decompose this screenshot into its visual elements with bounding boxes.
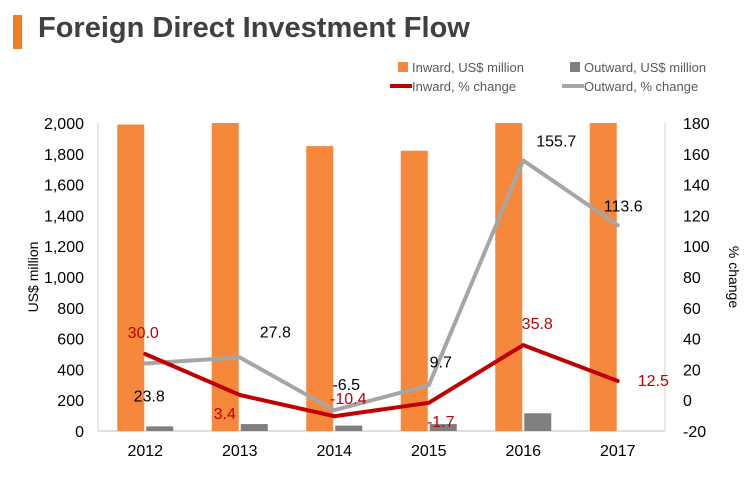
y2-tick-label: 40 bbox=[683, 332, 701, 349]
outward-change-label: 155.7 bbox=[536, 133, 576, 150]
outward-change-label: 9.7 bbox=[430, 354, 452, 371]
y2-tick-label: -20 bbox=[683, 424, 706, 441]
x-tick-label: 2017 bbox=[600, 443, 636, 460]
y-tick-label: 2,000 bbox=[44, 116, 84, 133]
y-tick-label: 0 bbox=[75, 424, 84, 441]
outward-change-label: 23.8 bbox=[134, 389, 165, 406]
y-axis-title: US$ million bbox=[25, 242, 41, 313]
x-tick-label: 2016 bbox=[505, 443, 541, 460]
y2-tick-label: 20 bbox=[683, 362, 701, 379]
y-tick-label: 800 bbox=[57, 301, 84, 318]
y2-axis-title: % change bbox=[726, 246, 742, 308]
legend-label-inward-bar: Inward, US$ million bbox=[412, 60, 524, 75]
inward-change-label: 12.5 bbox=[638, 373, 669, 390]
x-tick-label: 2012 bbox=[127, 443, 163, 460]
outward-change-label: 27.8 bbox=[260, 324, 291, 341]
y2-tick-label: 100 bbox=[683, 239, 710, 256]
outward-bar bbox=[240, 424, 268, 431]
inward-change-line bbox=[143, 343, 620, 419]
legend-swatch-inward-bar bbox=[398, 62, 408, 72]
y-tick-label: 1,200 bbox=[44, 239, 84, 256]
y-tick-label: 1,000 bbox=[44, 270, 84, 287]
y2-tick-label: 160 bbox=[683, 147, 710, 164]
inward-bar bbox=[211, 123, 239, 431]
x-tick-label: 2015 bbox=[411, 443, 447, 460]
outward-change-label: 113.6 bbox=[604, 198, 643, 215]
chart-title: Foreign Direct Investment Flow bbox=[38, 12, 470, 44]
outward-change-label: -6.5 bbox=[332, 377, 360, 394]
inward-change-label: 3.4 bbox=[214, 406, 236, 423]
y-tick-label: 200 bbox=[57, 393, 84, 410]
outward-change-line bbox=[143, 158, 620, 413]
outward-bar bbox=[146, 426, 174, 431]
legend-label-inward-line: Inward, % change bbox=[412, 79, 516, 94]
legend-label-outward-bar: Outward, US$ million bbox=[584, 60, 706, 75]
inward-bar bbox=[400, 150, 428, 431]
outward-bar bbox=[335, 425, 363, 431]
y-tick-label: 600 bbox=[57, 332, 84, 349]
inward-change-label: -10.4 bbox=[330, 391, 367, 408]
y-tick-label: 1,800 bbox=[44, 147, 84, 164]
outward-bar bbox=[524, 413, 552, 431]
x-tick-label: 2013 bbox=[222, 443, 258, 460]
y-tick-label: 1,600 bbox=[44, 178, 84, 195]
inward-bar bbox=[306, 146, 334, 431]
outward-bar bbox=[429, 424, 457, 431]
legend-swatch-outward-bar bbox=[570, 62, 580, 72]
inward-change-label: -1.7 bbox=[427, 414, 455, 431]
y2-tick-label: 0 bbox=[683, 393, 692, 410]
title-accent-bar bbox=[13, 15, 22, 49]
x-tick-label: 2014 bbox=[316, 443, 352, 460]
inward-bar bbox=[589, 123, 617, 431]
y2-tick-label: 140 bbox=[683, 178, 710, 195]
y2-tick-label: 60 bbox=[683, 301, 701, 318]
legend-label-outward-line: Outward, % change bbox=[584, 79, 698, 94]
y-tick-label: 1,400 bbox=[44, 208, 84, 225]
inward-bar bbox=[117, 124, 145, 431]
y-tick-label: 400 bbox=[57, 362, 84, 379]
y2-tick-label: 180 bbox=[683, 116, 710, 133]
y2-tick-label: 120 bbox=[683, 208, 710, 225]
inward-change-label: 30.0 bbox=[128, 325, 159, 342]
y2-tick-label: 80 bbox=[683, 270, 701, 287]
inward-change-label: 35.8 bbox=[522, 316, 553, 333]
